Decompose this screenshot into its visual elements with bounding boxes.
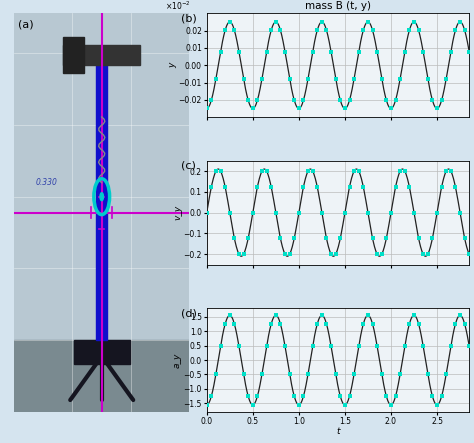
Text: (c): (c) xyxy=(181,161,196,171)
Bar xyxy=(14,340,189,412)
Y-axis label: a_y: a_y xyxy=(173,352,182,368)
Text: $\times 10^{-2}$: $\times 10^{-2}$ xyxy=(165,0,190,12)
Y-axis label: v_y: v_y xyxy=(173,205,182,220)
Title: mass B (t, y): mass B (t, y) xyxy=(305,1,371,11)
Bar xyxy=(97,53,107,340)
X-axis label: t: t xyxy=(336,427,340,436)
Text: (b): (b) xyxy=(181,13,196,23)
Y-axis label: y: y xyxy=(168,62,177,68)
Bar xyxy=(63,45,140,65)
Text: (a): (a) xyxy=(18,19,33,29)
Text: 0.330: 0.330 xyxy=(35,178,57,187)
Circle shape xyxy=(100,193,103,201)
Text: (d): (d) xyxy=(181,308,197,318)
Bar xyxy=(63,37,84,73)
Bar xyxy=(74,340,130,364)
